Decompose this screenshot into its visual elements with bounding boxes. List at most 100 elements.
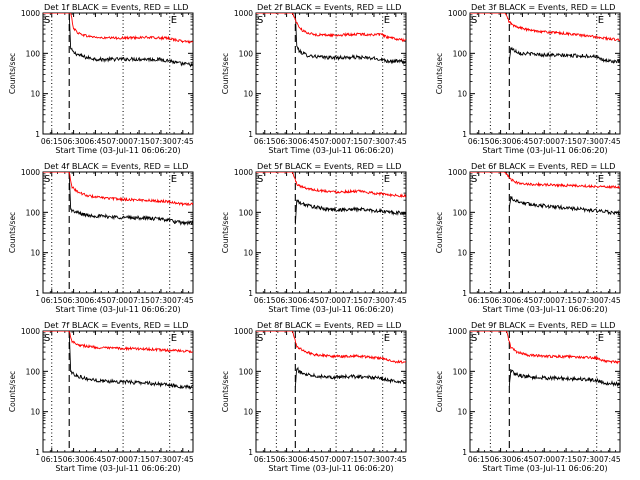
x-tick-label: 06:15	[254, 137, 276, 146]
y-tick-label: 1000	[448, 327, 467, 336]
series-line-lld	[256, 331, 406, 364]
end-marker: E	[171, 333, 177, 344]
x-axis-label: Start Time (03-Jul-11 06:06:20)	[482, 305, 607, 314]
start-marker: S	[257, 333, 263, 344]
end-marker: E	[384, 15, 390, 26]
start-marker: S	[471, 15, 477, 26]
x-tick-label: 07:45	[385, 137, 407, 146]
x-tick-label: 07:30	[150, 455, 172, 464]
plot-frame	[255, 330, 407, 453]
y-tick-label: 1000	[234, 9, 253, 18]
y-tick-label: 100	[239, 49, 254, 58]
series-line-lld	[256, 13, 406, 43]
series-line-events	[68, 13, 193, 68]
x-axis-label: Start Time (03-Jul-11 06:06:20)	[55, 305, 180, 314]
start-marker: S	[44, 15, 50, 26]
panel-title: Det 6f BLACK = Events, RED = LLD	[471, 161, 615, 171]
series-line-events	[294, 366, 406, 387]
x-tick-label: 06:45	[85, 455, 107, 464]
x-axis-label: Start Time (03-Jul-11 06:06:20)	[268, 464, 393, 473]
start-marker: S	[257, 15, 263, 26]
start-marker: S	[44, 333, 50, 344]
end-marker: E	[171, 15, 177, 26]
series-line-events	[508, 369, 620, 387]
y-axis-label: Counts/sec	[8, 53, 17, 94]
x-tick-label: 06:15	[254, 455, 276, 464]
y-tick-label: 10	[30, 249, 40, 258]
y-tick-label: 100	[26, 367, 41, 376]
x-tick-label: 07:45	[172, 296, 194, 305]
y-tick-label: 10	[30, 90, 40, 99]
x-tick-label: 06:30	[63, 296, 85, 305]
x-axis-label: Start Time (03-Jul-11 06:06:20)	[268, 305, 393, 314]
start-marker: S	[257, 174, 263, 185]
y-tick-label: 1	[248, 289, 253, 298]
y-tick-label: 1	[35, 289, 40, 298]
y-tick-label: 1	[462, 130, 467, 139]
y-tick-label: 100	[453, 367, 468, 376]
x-tick-label: 07:30	[363, 455, 385, 464]
panel-title: Det 5f BLACK = Events, RED = LLD	[257, 161, 401, 171]
panel-title: Det 9f BLACK = Events, RED = LLD	[471, 320, 615, 330]
plot-frame	[255, 12, 407, 135]
x-axis-label: Start Time (03-Jul-11 06:06:20)	[55, 146, 180, 155]
y-tick-label: 1000	[234, 327, 253, 336]
series-line-lld	[470, 172, 620, 190]
x-tick-label: 06:45	[298, 296, 320, 305]
x-tick-label: 06:30	[490, 137, 512, 146]
plot-frame	[42, 12, 194, 135]
x-tick-label: 07:30	[363, 296, 385, 305]
x-tick-label: 06:30	[63, 455, 85, 464]
panel-title: Det 4f BLACK = Events, RED = LLD	[44, 161, 188, 171]
panel-title: Det 3f BLACK = Events, RED = LLD	[471, 2, 615, 12]
panel-det-8f: Det 8f BLACK = Events, RED = LLD 1 10 100 10…	[221, 320, 407, 473]
panel-title: Det 7f BLACK = Events, RED = LLD	[44, 320, 188, 330]
y-tick-label: 10	[243, 90, 253, 99]
y-axis-label: Counts/sec	[221, 371, 230, 412]
x-axis-label: Start Time (03-Jul-11 06:06:20)	[482, 464, 607, 473]
end-marker: E	[598, 333, 604, 344]
y-tick-label: 1	[35, 130, 40, 139]
y-tick-label: 100	[453, 208, 468, 217]
series-line-lld	[43, 13, 193, 44]
x-tick-label: 06:15	[41, 455, 63, 464]
x-axis-label: Start Time (03-Jul-11 06:06:20)	[55, 464, 180, 473]
end-marker: E	[598, 15, 604, 26]
x-tick-label: 07:00	[319, 296, 341, 305]
y-axis-label: Counts/sec	[221, 212, 230, 253]
start-marker: S	[44, 174, 50, 185]
y-tick-label: 1	[462, 448, 467, 457]
x-axis-label: Start Time (03-Jul-11 06:06:20)	[268, 146, 393, 155]
x-tick-label: 07:00	[106, 137, 128, 146]
plot-frame	[469, 171, 621, 294]
y-axis-label: Counts/sec	[8, 212, 17, 253]
series-line-lld	[470, 331, 620, 365]
series-line-events	[68, 172, 193, 226]
start-marker: S	[471, 333, 477, 344]
series-line-lld	[43, 331, 193, 354]
y-axis-label: Counts/sec	[221, 53, 230, 94]
y-tick-label: 100	[239, 367, 254, 376]
x-tick-label: 06:45	[512, 137, 534, 146]
panel-title: Det 2f BLACK = Events, RED = LLD	[257, 2, 401, 12]
x-axis-label: Start Time (03-Jul-11 06:06:20)	[482, 146, 607, 155]
y-tick-label: 100	[453, 49, 468, 58]
y-axis-label: Counts/sec	[8, 371, 17, 412]
series-line-events	[294, 13, 406, 65]
x-tick-label: 07:00	[106, 296, 128, 305]
y-tick-label: 1000	[234, 168, 253, 177]
series-line-lld	[256, 172, 406, 199]
x-tick-label: 07:15	[341, 137, 363, 146]
y-tick-label: 10	[30, 408, 40, 417]
x-tick-label: 07:45	[599, 296, 621, 305]
start-marker: S	[471, 174, 477, 185]
x-tick-label: 06:45	[512, 296, 534, 305]
panel-det-2f: Det 2f BLACK = Events, RED = LLD 1 10 100 10…	[221, 2, 407, 155]
y-tick-label: 10	[457, 90, 467, 99]
y-tick-label: 1000	[21, 327, 40, 336]
x-tick-label: 07:15	[555, 137, 577, 146]
end-marker: E	[171, 174, 177, 185]
x-tick-label: 07:30	[363, 137, 385, 146]
y-tick-label: 100	[239, 208, 254, 217]
x-tick-label: 06:30	[490, 455, 512, 464]
